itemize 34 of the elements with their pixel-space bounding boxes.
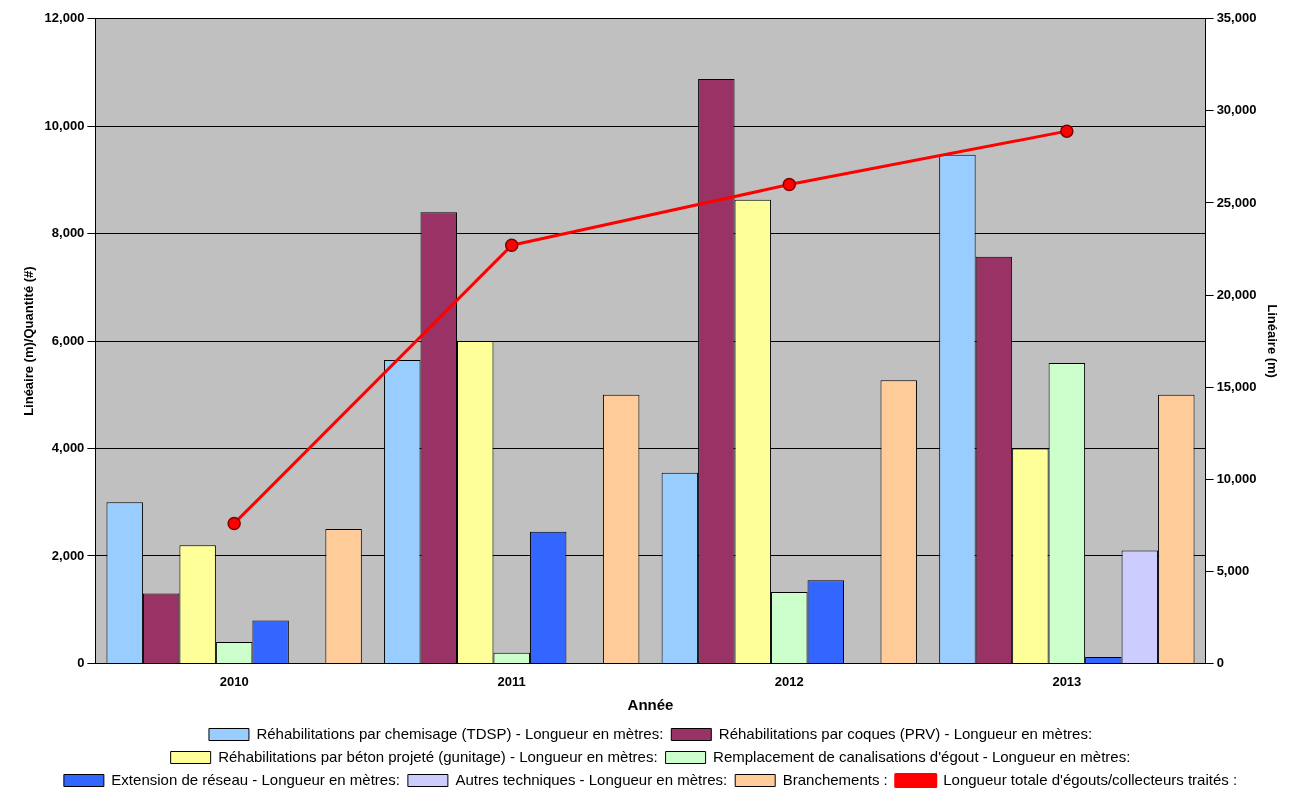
y-tick-label: 6,000: [51, 332, 85, 348]
x-tick-label: 2013: [1052, 673, 1082, 689]
y2-tick-label: 5,000: [1216, 562, 1250, 578]
y2-tick-label: 10,000: [1216, 470, 1257, 486]
y2-axis-title: Linéaire (m): [1264, 304, 1280, 378]
x-tick-label: 2012: [774, 673, 804, 689]
legend-label: Extension de réseau - Longueur en mètres:: [111, 770, 400, 788]
y-tick-label: 2,000: [51, 547, 85, 563]
legend-label: Branchements :: [782, 770, 888, 788]
y-tick-label: 10,000: [44, 117, 85, 133]
x-tick-label: 2011: [497, 673, 526, 689]
y-tick-label: 8,000: [51, 225, 85, 241]
legend-label: Réhabilitations par béton projeté (gunitage) - Longueur en mètres:: [218, 747, 658, 765]
y-tick-label: 0: [77, 654, 85, 670]
point: [1060, 124, 1074, 138]
y2-tick-label: 0: [1216, 654, 1224, 670]
legend-label: Remplacement de canalisations d'égout - Longueur en mètres:: [713, 747, 1131, 765]
y-tick-label: 12,000: [44, 10, 85, 26]
point: [227, 516, 241, 531]
y-tick-label: 4,000: [51, 440, 85, 456]
y2-tick-label: 30,000: [1216, 102, 1257, 118]
x-tick-label: 2010: [219, 673, 249, 689]
x-axis-title: Année: [627, 696, 674, 714]
y2-tick-label: 15,000: [1216, 378, 1257, 394]
y-axis-title: Linéaire (m)/Quantité (#): [21, 266, 37, 416]
legend-label: Autres techniques - Longueur en mètres:: [455, 770, 728, 788]
y2-tick-label: 35,000: [1216, 10, 1257, 26]
legend-label: Réhabilitations par coques (PRV) - Longueur en mètres:: [718, 724, 1093, 742]
point: [782, 177, 797, 192]
point: [504, 238, 519, 253]
legend-label: Longueur totale d'égouts/collecteurs traités :: [943, 770, 1238, 788]
legend-label: Réhabilitations par chemisage (TDSP) - Longueur en mètres:: [256, 724, 664, 742]
y2-tick-label: 25,000: [1216, 194, 1257, 210]
y2-tick-label: 20,000: [1216, 286, 1257, 302]
